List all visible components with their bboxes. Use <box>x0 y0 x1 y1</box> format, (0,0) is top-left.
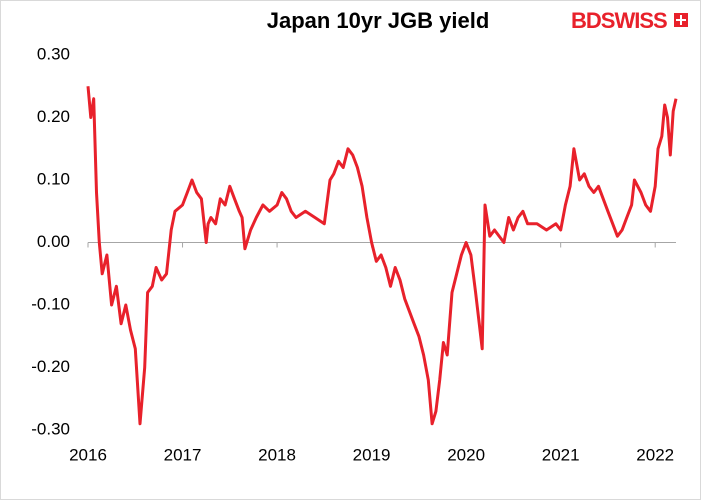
x-tick-label: 2017 <box>164 445 202 464</box>
y-tick-label: -0.30 <box>31 419 70 438</box>
y-tick-label: -0.10 <box>31 294 70 313</box>
y-tick-label: -0.20 <box>31 357 70 376</box>
x-tick-label: 2019 <box>353 445 391 464</box>
y-tick-label: 0.10 <box>37 169 70 188</box>
chart-title: Japan 10yr JGB yield <box>267 8 490 33</box>
x-tick-label: 2022 <box>636 445 674 464</box>
x-tick-label: 2020 <box>447 445 485 464</box>
y-tick-label: 0.30 <box>37 44 70 63</box>
y-tick-label: 0.20 <box>37 107 70 126</box>
y-tick-label: 0.00 <box>37 232 70 251</box>
logo: BDSWISS <box>571 8 667 33</box>
data-line <box>86 86 678 426</box>
x-tick-label: 2016 <box>69 445 107 464</box>
x-tick-label: 2021 <box>542 445 580 464</box>
logo-cross <box>676 15 686 25</box>
x-tick-label: 2018 <box>258 445 296 464</box>
